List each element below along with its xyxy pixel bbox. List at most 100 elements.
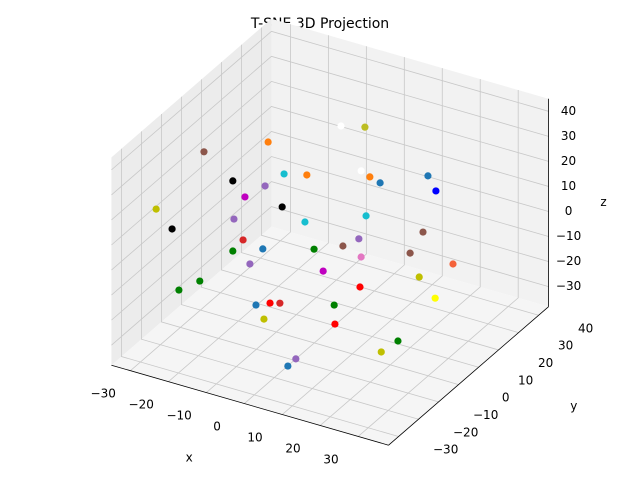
grid-line xyxy=(282,68,443,415)
y-tick-label: 10 xyxy=(518,373,533,387)
point xyxy=(366,173,374,181)
point xyxy=(432,187,440,195)
point xyxy=(200,148,208,156)
point xyxy=(406,249,414,257)
point xyxy=(339,242,347,250)
point xyxy=(259,245,267,253)
point xyxy=(264,138,272,146)
x-tick-label: 20 xyxy=(285,442,300,456)
point xyxy=(175,286,183,294)
grid-line xyxy=(130,24,291,371)
grid-line xyxy=(319,79,481,426)
point xyxy=(266,299,274,307)
grid-line xyxy=(121,148,399,437)
point xyxy=(196,277,204,285)
point xyxy=(252,301,260,309)
point xyxy=(355,235,363,243)
z-axis-label: z xyxy=(600,195,606,209)
y-tick-label: −10 xyxy=(473,408,498,422)
z-tick-label: 20 xyxy=(561,154,576,168)
z-tick-label: −10 xyxy=(556,229,581,243)
grid-line xyxy=(111,80,549,221)
grid-line xyxy=(168,35,329,382)
point xyxy=(337,122,345,130)
grid-line xyxy=(111,206,549,346)
grid-line xyxy=(357,90,519,437)
x-tick-label: −20 xyxy=(129,398,154,412)
grid-line xyxy=(241,44,519,334)
point xyxy=(168,225,176,233)
grid-line xyxy=(111,30,549,171)
point xyxy=(284,362,292,370)
point xyxy=(377,348,385,356)
point xyxy=(239,236,247,244)
point xyxy=(280,170,288,178)
y-tick-label: 0 xyxy=(502,391,510,405)
point xyxy=(292,355,300,363)
x-axis-label: x xyxy=(186,450,193,464)
point xyxy=(301,218,309,226)
y-tick-label: 40 xyxy=(578,321,593,335)
x-tick-label: −30 xyxy=(91,387,116,401)
point xyxy=(229,247,237,255)
point xyxy=(330,301,338,309)
point xyxy=(415,273,423,281)
grid-line xyxy=(221,62,499,351)
grid-line xyxy=(181,96,459,385)
grid-line xyxy=(201,79,479,368)
y-tick-label: 30 xyxy=(558,339,573,353)
point xyxy=(276,299,284,307)
x-pane xyxy=(111,18,272,366)
point xyxy=(303,171,311,179)
point xyxy=(431,294,439,302)
point xyxy=(230,215,238,223)
grid-line xyxy=(111,105,549,246)
point xyxy=(261,182,269,190)
point xyxy=(424,172,432,180)
grid-line xyxy=(206,46,367,393)
grid-line xyxy=(111,55,549,196)
point xyxy=(229,177,237,185)
point xyxy=(376,179,384,187)
y-axis-label: y xyxy=(570,399,577,413)
grid-line xyxy=(161,114,439,403)
x-axis-line xyxy=(111,364,389,446)
point xyxy=(241,193,249,201)
grid-line xyxy=(111,156,549,296)
point xyxy=(278,203,286,211)
grid-line xyxy=(141,131,419,420)
y-tick-label: 20 xyxy=(538,356,553,370)
point xyxy=(357,167,365,175)
x-tick-label: 30 xyxy=(323,452,338,466)
z-tick-label: 10 xyxy=(561,179,576,193)
point xyxy=(260,315,268,323)
grid-line xyxy=(111,181,549,321)
z-pane xyxy=(111,226,549,446)
point xyxy=(246,260,254,268)
z-tick-label: 0 xyxy=(565,204,573,218)
y-pane xyxy=(271,18,549,307)
point xyxy=(362,212,370,220)
point xyxy=(331,320,339,328)
point xyxy=(356,283,364,291)
y-tick-label: −20 xyxy=(453,425,478,439)
grid-line xyxy=(261,27,539,316)
y-tick-label: −30 xyxy=(433,443,458,457)
point xyxy=(319,267,327,275)
x-tick-label: −10 xyxy=(166,409,191,423)
point xyxy=(394,337,402,345)
point xyxy=(449,260,457,268)
point xyxy=(357,253,365,261)
x-tick-label: 0 xyxy=(213,420,221,434)
point xyxy=(310,245,318,253)
y-axis-line xyxy=(388,306,549,446)
point xyxy=(152,205,160,213)
point xyxy=(361,123,369,131)
z-tick-label: 40 xyxy=(561,104,576,118)
x-tick-label: 10 xyxy=(247,431,262,445)
z-tick-label: 30 xyxy=(561,129,576,143)
point xyxy=(419,228,427,236)
z-tick-label: −20 xyxy=(556,254,581,268)
